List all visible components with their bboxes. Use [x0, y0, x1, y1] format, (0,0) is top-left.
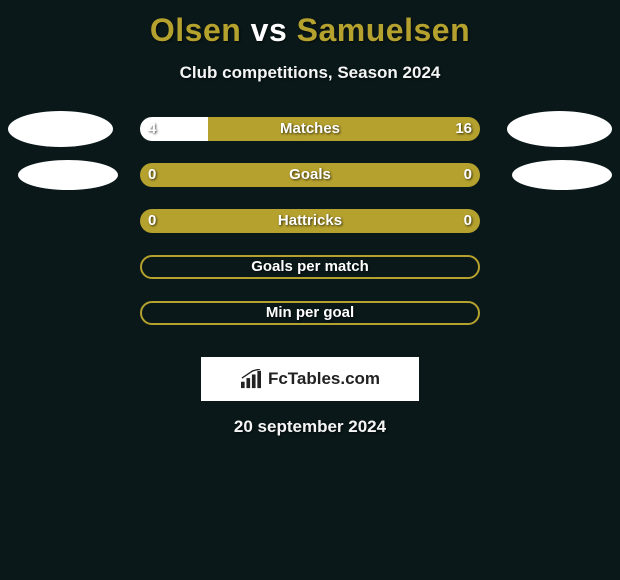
stat-row: 0Goals0: [0, 163, 620, 209]
comparison-title: Olsen vs Samuelsen: [0, 0, 620, 49]
avatar: [8, 111, 113, 147]
avatar: [507, 111, 612, 147]
stat-label: Goals: [140, 166, 480, 183]
player2-name: Samuelsen: [297, 12, 470, 48]
logo-text: FcTables.com: [268, 369, 380, 389]
stat-row: Goals per match: [0, 255, 620, 301]
stat-label: Min per goal: [140, 304, 480, 321]
stat-value-right: 16: [455, 120, 472, 137]
avatar: [512, 160, 612, 190]
subtitle: Club competitions, Season 2024: [0, 63, 620, 83]
player1-name: Olsen: [150, 12, 241, 48]
stat-label: Hattricks: [140, 212, 480, 229]
stat-value-right: 0: [464, 212, 472, 229]
stat-label: Goals per match: [140, 258, 480, 275]
fctables-logo[interactable]: FcTables.com: [201, 357, 419, 401]
vs-label: vs: [251, 12, 288, 48]
stats-rows: 4Matches160Goals00Hattricks0Goals per ma…: [0, 117, 620, 347]
stat-label: Matches: [140, 120, 480, 137]
stat-row: 0Hattricks0: [0, 209, 620, 255]
bar-chart-icon: [240, 369, 262, 389]
footer-date: 20 september 2024: [0, 417, 620, 437]
avatar: [18, 160, 118, 190]
stat-row: 4Matches16: [0, 117, 620, 163]
stat-row: Min per goal: [0, 301, 620, 347]
stat-value-right: 0: [464, 166, 472, 183]
